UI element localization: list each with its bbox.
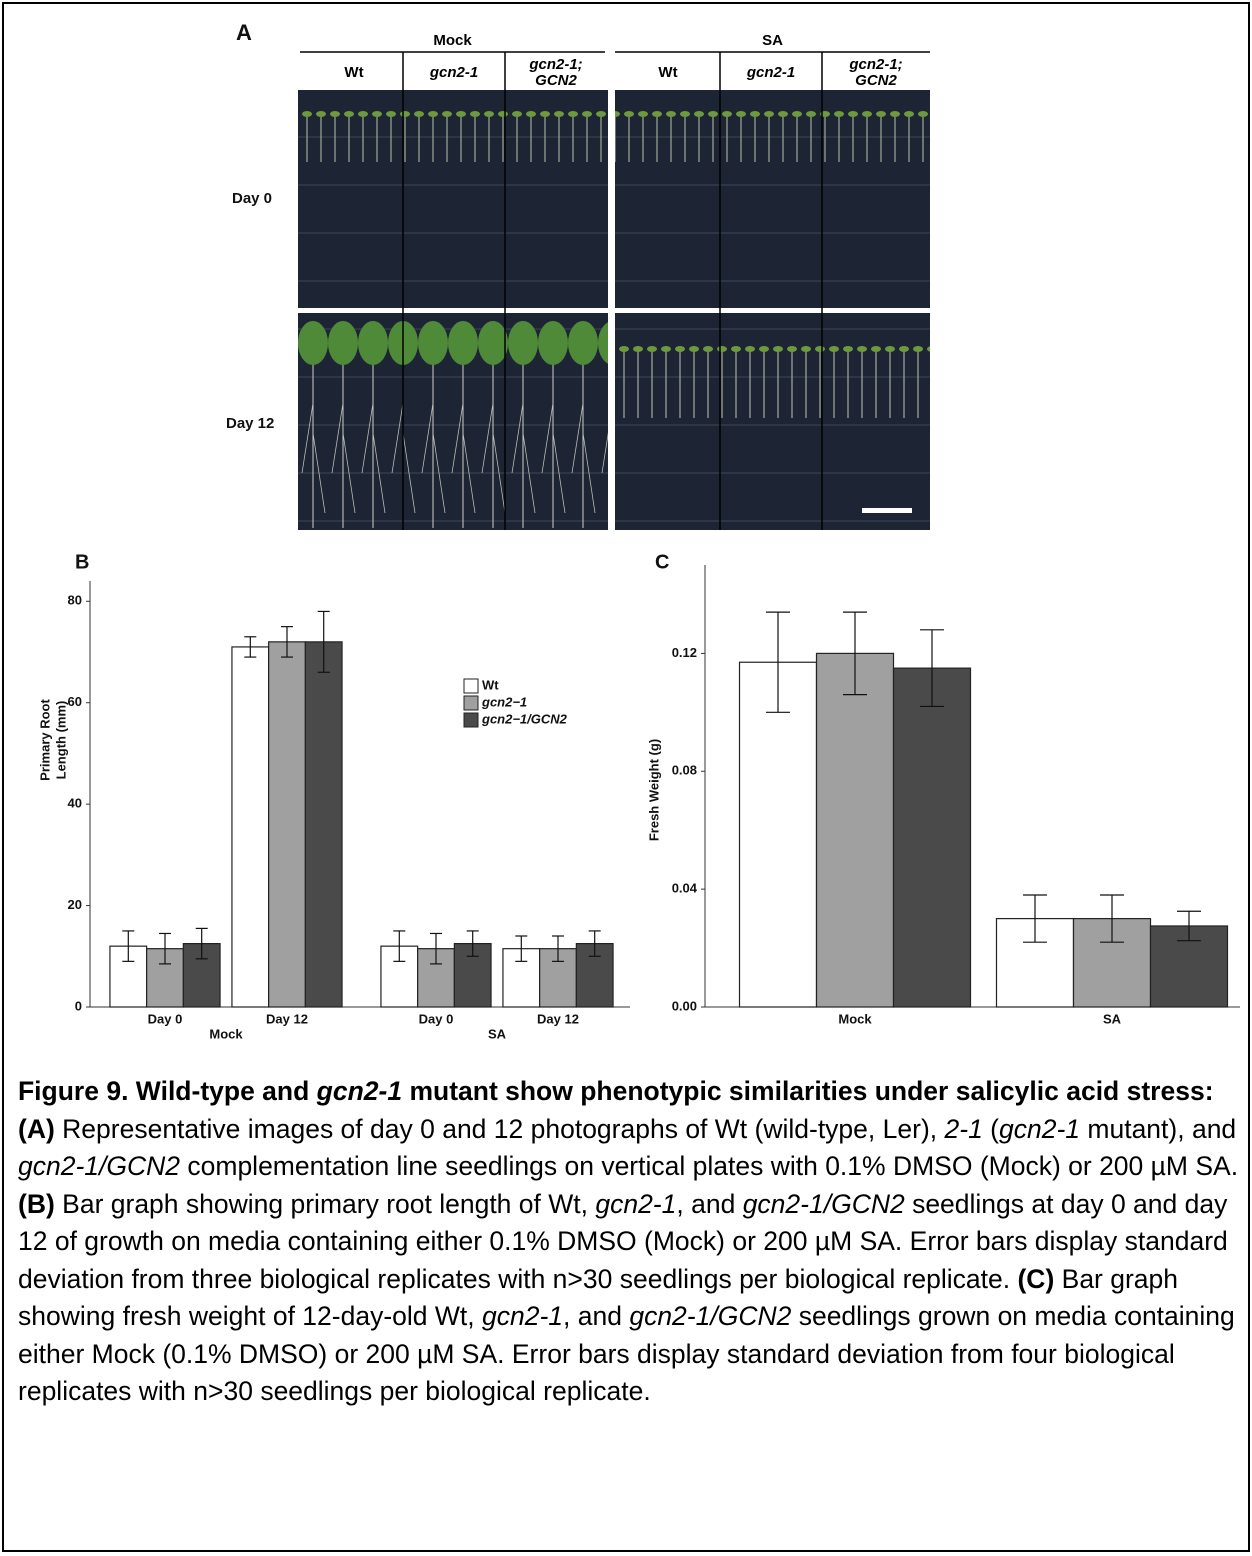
y-tick-label: 20 <box>68 897 82 912</box>
x-tick-label: Day 0 <box>148 1011 183 1026</box>
caption-run: Figure 9. Wild-type and <box>18 1076 317 1106</box>
y-tick-label: 0.12 <box>672 645 697 660</box>
caption-run: (B) <box>18 1188 55 1219</box>
error-bar <box>466 930 479 957</box>
panel-label: B <box>75 551 89 573</box>
error-bar <box>766 611 790 713</box>
legend-swatch <box>463 712 479 728</box>
caption-run: (C) <box>1017 1263 1055 1294</box>
row-label: Day 0 <box>232 190 273 207</box>
caption-run: Bar graph showing primary root length of… <box>54 1188 596 1219</box>
legend-label: gcn2−1/GCN2 <box>481 711 568 726</box>
error-bar <box>515 935 528 962</box>
y-tick-label: 0.00 <box>672 998 697 1013</box>
caption-run: gcn2-1 <box>595 1188 677 1219</box>
x-tick-label: Mock <box>838 1011 872 1026</box>
panel-label: A <box>236 20 252 45</box>
error-bar <box>430 932 442 965</box>
group-header: SA <box>762 32 783 49</box>
bar <box>268 641 306 1008</box>
error-bar <box>195 927 208 960</box>
caption-run: Bar graph showing fresh weight of 12-day… <box>18 1263 1179 1332</box>
legend-swatch <box>463 678 479 694</box>
error-bar <box>317 610 330 673</box>
bar <box>231 646 270 1008</box>
caption-run: Representative images of day 0 and 12 ph… <box>54 1113 945 1144</box>
error-bar <box>552 935 564 962</box>
caption-run: gcn2-1/GCN2 <box>629 1301 792 1331</box>
x-group-label: SA <box>488 1026 507 1041</box>
caption-run: complementation line seedlings on vertic… <box>180 1151 1239 1181</box>
bar <box>304 641 343 1008</box>
y-tick-label: 60 <box>68 694 82 709</box>
y-tick-label: 80 <box>68 593 82 608</box>
legend-label: Wt <box>482 677 499 692</box>
bar <box>892 667 972 1008</box>
column-header: gcn2-1 <box>429 64 479 81</box>
caption-run: , and <box>676 1188 743 1219</box>
error-bar <box>122 930 135 962</box>
legend-label: gcn2−1 <box>481 694 527 709</box>
error-bar <box>159 932 171 965</box>
y-axis-label: Length (mm) <box>53 701 68 780</box>
column-header: Wt <box>344 64 364 81</box>
x-tick-label: Day 12 <box>266 1011 308 1026</box>
caption-run: , and <box>563 1301 630 1331</box>
caption-run: gcn2-1/GCN2 <box>18 1151 181 1181</box>
legend-swatch <box>463 695 479 711</box>
figure-graphics: B Primary Root Length (mm) 0 20 40 60 80 Day 0 Da… <box>37 51 1240 1041</box>
bar <box>815 652 895 1008</box>
error-bar <box>244 636 257 658</box>
group-header: Mock <box>433 32 472 49</box>
error-bar <box>588 930 601 957</box>
scale-bar <box>862 508 912 513</box>
y-axis-label: Primary Root <box>37 699 52 781</box>
column-header: gcn2-1; GCN2 <box>529 56 583 89</box>
column-header: Wt <box>658 64 678 81</box>
caption-run: mutant), and <box>1080 1113 1237 1144</box>
error-bar <box>843 611 867 696</box>
caption-run: ( <box>982 1113 999 1144</box>
error-bar <box>1100 894 1124 943</box>
y-tick-label: 0 <box>75 998 82 1013</box>
error-bar <box>281 626 293 658</box>
x-tick-label: Day 12 <box>537 1011 579 1026</box>
caption-run: gcn2-1 <box>316 1076 403 1106</box>
x-tick-label: SA <box>1103 1011 1122 1026</box>
caption-run: gcn2-1/GCN2 <box>742 1188 905 1219</box>
error-bar <box>393 930 406 962</box>
y-tick-label: 40 <box>68 796 82 811</box>
caption-run: seedlings at day 0 and day 12 of growth … <box>18 1188 1228 1294</box>
caption-run: mutant show phenotypic similarities unde… <box>18 1076 1214 1144</box>
row-label: Day 12 <box>226 415 275 432</box>
error-bar <box>1023 894 1047 943</box>
caption-run: gcn2-1 <box>999 1113 1081 1144</box>
column-header: gcn2-1; GCN2 <box>849 56 903 89</box>
y-axis-label: Fresh Weight (g) <box>646 739 661 841</box>
x-group-label: Mock <box>209 1026 243 1041</box>
panel-label: C <box>655 551 669 573</box>
caption-run: gcn2-1 <box>481 1301 564 1331</box>
caption-run: seedlings grown on media containing eith… <box>18 1301 1235 1406</box>
bar <box>453 943 492 1008</box>
figure-caption: Figure 9. Wild-type and gcn2-1 mutant sh… <box>18 1073 1240 1411</box>
y-tick-label: 0.04 <box>672 881 698 896</box>
bar <box>738 661 818 1008</box>
error-bar <box>920 629 944 708</box>
y-tick-label: 0.08 <box>672 763 697 778</box>
column-header: gcn2-1 <box>746 64 796 81</box>
plate-photos <box>298 52 930 530</box>
caption-run: 2-1 <box>944 1113 983 1144</box>
error-bar <box>1177 910 1201 942</box>
x-tick-label: Day 0 <box>419 1011 454 1026</box>
